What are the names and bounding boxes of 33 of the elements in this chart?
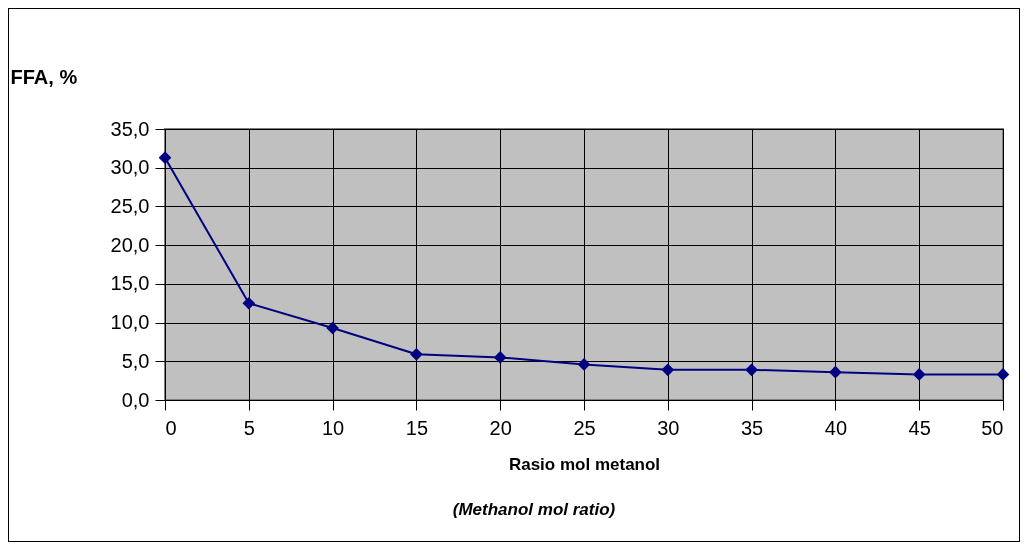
- text: (Methanol mol ratio): [452, 500, 616, 519]
- y-tick-label: 30,0: [110, 156, 150, 179]
- x-tick-label: 5: [243, 416, 255, 439]
- y-tick-label: 25,0: [110, 194, 150, 217]
- x-tick-label: 40: [824, 416, 848, 439]
- point: [996, 368, 1010, 381]
- point: [158, 151, 172, 164]
- x-tick-label: 45: [908, 416, 931, 439]
- x-tick-label: 20: [489, 416, 512, 439]
- point: [410, 347, 423, 361]
- point: [242, 296, 256, 310]
- x-tick-label: 0: [165, 416, 177, 439]
- point: [326, 321, 339, 335]
- y-tick-label: 5,0: [121, 349, 150, 372]
- y-tick-label: 0,0: [121, 388, 150, 411]
- x-axis-title: Rasio mol metanol: [508, 454, 661, 474]
- x-tick-label: 15: [405, 416, 429, 439]
- y-tick-label: 20,0: [110, 233, 150, 256]
- y-tick-label: 10,0: [110, 311, 150, 334]
- point: [829, 365, 842, 379]
- x-tick-label: 35: [740, 416, 764, 439]
- y-tick-label: 35,0: [110, 117, 150, 140]
- point: [577, 358, 591, 371]
- x-tick-label: 50: [981, 416, 1004, 439]
- x-tick-label: 25: [573, 416, 596, 439]
- x-tick-label: 10: [321, 416, 345, 439]
- y-tick-label: 15,0: [110, 272, 150, 295]
- point: [912, 368, 926, 381]
- point: [493, 351, 507, 364]
- point: [661, 363, 675, 377]
- y-axis-title: FFA, %: [10, 65, 78, 88]
- point: [745, 363, 758, 377]
- x-tick-label: 30: [657, 416, 680, 439]
